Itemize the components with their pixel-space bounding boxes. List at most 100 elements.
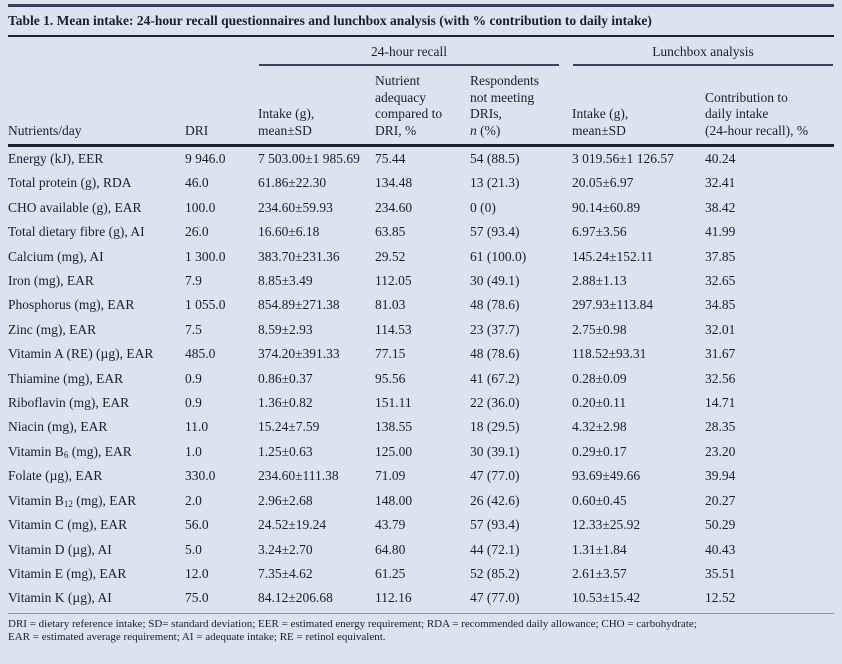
cell-nutrient-adequacy: 81.03 xyxy=(375,297,406,313)
cell-respondents-not-meeting: 57 (93.4) xyxy=(470,517,520,533)
cell-nutrients-day: Vitamin A (RE) (µg), EAR xyxy=(8,346,154,362)
cell-nutrients-day: Zinc (mg), EAR xyxy=(8,321,97,337)
table-row: Thiamine (mg), EAR 0.9 0.86±0.37 95.56 41 (6… xyxy=(8,367,834,391)
cell-nutrient-adequacy: 151.11 xyxy=(375,395,412,411)
cell-nutrient-adequacy: 148.00 xyxy=(375,492,413,508)
column-header-respondents-not-meeting: Respondents not meeting DRIs, n (%) xyxy=(470,67,572,147)
cell-respondents-not-meeting: 44 (72.1) xyxy=(470,541,520,557)
column-header-row: Nutrients/day DRI Intake (g), mean±SD Nutrie… xyxy=(8,67,834,147)
group-header-cell-lunchbox: Lunchbox analysis xyxy=(572,37,834,67)
table-row: Phosphorus (mg), EAR 1 055.0 854.89±271.38… xyxy=(8,293,834,317)
footnote-line-1: DRI = dietary reference intake; SD= stan… xyxy=(8,617,697,630)
cell-nutrients-day: Total dietary fibre (g), AI xyxy=(8,224,145,240)
cell-lunchbox-intake: 20.05±6.97 xyxy=(572,175,634,191)
cell-recall-intake: 234.60±111.38 xyxy=(258,468,339,484)
cell-dri: 100.0 xyxy=(185,199,216,215)
cell-lunchbox-intake: 90.14±60.89 xyxy=(572,199,641,215)
column-header-dri: DRI xyxy=(185,67,258,147)
cell-lunchbox-intake: 0.29±0.17 xyxy=(572,443,627,459)
cell-nutrients-day: Folate (µg), EAR xyxy=(8,468,103,484)
cell-contribution-daily-intake: 23.20 xyxy=(705,443,736,459)
cell-recall-intake: 234.60±59.93 xyxy=(258,199,333,215)
cell-dri: 12.0 xyxy=(185,565,209,581)
cell-respondents-not-meeting: 30 (49.1) xyxy=(470,273,520,289)
table-row: Vitamin B12 (mg), EAR 2.0 2.96±2.68 148.00 2… xyxy=(8,489,834,513)
cell-recall-intake: 24.52±19.24 xyxy=(258,517,327,533)
table-row: Vitamin E (mg), EAR 12.0 7.35±4.62 61.25 52 … xyxy=(8,562,834,586)
cell-nutrient-adequacy: 61.25 xyxy=(375,565,406,581)
cell-nutrient-adequacy: 64.80 xyxy=(375,541,406,557)
cell-lunchbox-intake: 118.52±93.31 xyxy=(572,346,647,362)
table-row: Vitamin C (mg), EAR 56.0 24.52±19.24 43.79 5… xyxy=(8,513,834,537)
table-row: Calcium (mg), AI 1 300.0 383.70±231.36 29.5… xyxy=(8,245,834,269)
column-header-lunchbox-intake: Intake (g), mean±SD xyxy=(572,67,705,147)
cell-contribution-daily-intake: 12.52 xyxy=(705,590,736,606)
table-row: CHO available (g), EAR 100.0 234.60±59.93 2… xyxy=(8,196,834,220)
cell-contribution-daily-intake: 34.85 xyxy=(705,297,736,313)
cell-nutrients-day: Riboflavin (mg), EAR xyxy=(8,395,130,411)
nutrient-intake-table: 24-hour recall Lunchbox analysis Nutrien… xyxy=(8,37,834,611)
table-row: Vitamin D (µg), AI 5.0 3.24±2.70 64.80 44 (7… xyxy=(8,538,834,562)
cell-dri: 75.0 xyxy=(185,590,209,606)
cell-recall-intake: 3.24±2.70 xyxy=(258,541,313,557)
cell-nutrient-adequacy: 125.00 xyxy=(375,443,413,459)
cell-nutrient-adequacy: 77.15 xyxy=(375,346,406,362)
cell-dri: 0.9 xyxy=(185,395,202,411)
cell-contribution-daily-intake: 20.27 xyxy=(705,492,736,508)
cell-respondents-not-meeting: 47 (77.0) xyxy=(470,590,520,606)
cell-dri: 11.0 xyxy=(185,419,209,435)
cell-dri: 5.0 xyxy=(185,541,202,557)
cell-contribution-daily-intake: 32.41 xyxy=(705,175,736,191)
cell-lunchbox-intake: 1.31±1.84 xyxy=(572,541,627,557)
cell-respondents-not-meeting: 13 (21.3) xyxy=(470,175,520,191)
cell-lunchbox-intake: 297.93±113.84 xyxy=(572,297,654,313)
cell-recall-intake: 7 503.00±1 985.69 xyxy=(258,151,360,166)
cell-nutrients-day: Total protein (g), RDA xyxy=(8,175,132,191)
cell-recall-intake: 7.35±4.62 xyxy=(258,565,313,581)
cell-contribution-daily-intake: 32.56 xyxy=(705,370,736,386)
cell-nutrient-adequacy: 112.05 xyxy=(375,273,412,289)
group-header-spacer xyxy=(8,37,258,67)
cell-nutrients-day: Vitamin B12 (mg), EAR xyxy=(8,492,137,509)
cell-nutrients-day: Calcium (mg), AI xyxy=(8,248,104,264)
cell-nutrient-adequacy: 134.48 xyxy=(375,175,413,191)
footnote-line-2: EAR = estimated average requirement; AI … xyxy=(8,631,386,644)
cell-lunchbox-intake: 145.24±152.11 xyxy=(572,248,654,264)
cell-respondents-not-meeting: 41 (67.2) xyxy=(470,370,520,386)
cell-respondents-not-meeting: 47 (77.0) xyxy=(470,468,520,484)
cell-lunchbox-intake: 2.88±1.13 xyxy=(572,273,627,289)
group-header-row: 24-hour recall Lunchbox analysis xyxy=(8,37,834,67)
cell-respondents-not-meeting: 26 (42.6) xyxy=(470,492,520,508)
cell-contribution-daily-intake: 40.43 xyxy=(705,541,736,557)
table-row: Folate (µg), EAR 330.0 234.60±111.38 71.09 4… xyxy=(8,464,834,488)
cell-recall-intake: 15.24±7.59 xyxy=(258,419,320,435)
cell-contribution-daily-intake: 40.24 xyxy=(705,151,736,166)
cell-contribution-daily-intake: 50.29 xyxy=(705,517,736,533)
cell-nutrients-day: Vitamin C (mg), EAR xyxy=(8,517,128,533)
cell-recall-intake: 84.12±206.68 xyxy=(258,590,333,606)
cell-dri: 56.0 xyxy=(185,517,209,533)
cell-dri: 0.9 xyxy=(185,370,202,386)
cell-dri: 26.0 xyxy=(185,224,209,240)
table-row: Total dietary fibre (g), AI 26.0 16.60±6.1… xyxy=(8,220,834,244)
cell-nutrient-adequacy: 29.52 xyxy=(375,248,406,264)
cell-respondents-not-meeting: 30 (39.1) xyxy=(470,443,520,459)
cell-nutrients-day: Iron (mg), EAR xyxy=(8,273,94,289)
cell-recall-intake: 16.60±6.18 xyxy=(258,224,320,240)
cell-respondents-not-meeting: 48 (78.6) xyxy=(470,297,520,313)
cell-lunchbox-intake: 2.75±0.98 xyxy=(572,321,627,337)
table-title: Table 1. Mean intake: 24-hour recall que… xyxy=(8,13,652,28)
cell-lunchbox-intake: 10.53±15.42 xyxy=(572,590,641,606)
footnote-rule xyxy=(8,612,834,614)
cell-recall-intake: 2.96±2.68 xyxy=(258,492,313,508)
cell-contribution-daily-intake: 35.51 xyxy=(705,565,736,581)
cell-dri: 9 946.0 xyxy=(185,151,226,166)
cell-contribution-daily-intake: 32.65 xyxy=(705,273,736,289)
cell-recall-intake: 0.86±0.37 xyxy=(258,370,313,386)
cell-lunchbox-intake: 12.33±25.92 xyxy=(572,517,641,533)
cell-respondents-not-meeting: 54 (88.5) xyxy=(470,151,520,166)
table-row: Vitamin B6 (mg), EAR 1.0 1.25±0.63 125.00 30… xyxy=(8,440,834,464)
cell-recall-intake: 1.36±0.82 xyxy=(258,395,313,411)
cell-nutrients-day: Thiamine (mg), EAR xyxy=(8,370,124,386)
cell-dri: 7.5 xyxy=(185,321,202,337)
